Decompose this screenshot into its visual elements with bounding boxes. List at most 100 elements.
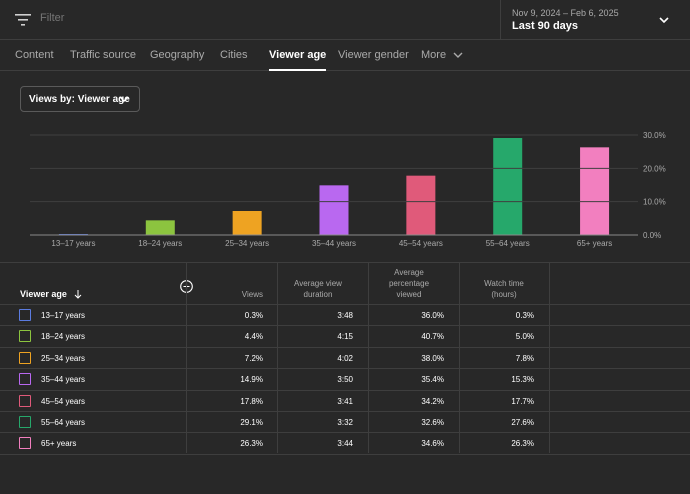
cell-average-percentage-viewed: 34.2%: [421, 396, 444, 406]
chart-bar: [493, 138, 523, 235]
series-checkbox[interactable]: [19, 330, 31, 343]
column-header-average-view-duration[interactable]: Average view duration: [283, 278, 353, 300]
table-row: 25–34 years 7.2% 4:02 38.0% 7.8%: [0, 348, 690, 370]
cell-watch-time: 26.3%: [511, 439, 534, 449]
column-divider: [459, 262, 460, 453]
cell-watch-time: 5.0%: [515, 332, 534, 342]
column-header-viewer-age-label: Viewer age: [20, 289, 67, 299]
y-tick-label: 30.0%: [643, 131, 666, 140]
tab-more[interactable]: More: [421, 40, 463, 71]
chart-bar: [145, 220, 175, 235]
tab-content[interactable]: Content: [15, 49, 54, 61]
column-header-views-label: Views: [241, 290, 263, 299]
cell-viewer-age: 35–44 years: [41, 375, 86, 385]
tab-bar: Content Traffic source Geography Cities …: [0, 40, 690, 71]
y-tick-label: 10.0%: [643, 198, 666, 207]
cell-average-percentage-viewed: 40.7%: [421, 332, 444, 342]
x-tick-label: 18–24 years: [138, 239, 182, 248]
column-header-viewer-age[interactable]: Viewer age: [20, 289, 82, 300]
cell-watch-time: 17.7%: [511, 396, 534, 406]
cell-views: 17.8%: [240, 396, 263, 406]
chevron-down-icon: [119, 96, 129, 102]
cell-watch-time: 15.3%: [511, 375, 534, 385]
cell-views: 4.4%: [244, 332, 263, 342]
views-by-label: Views by: Viewer age: [29, 94, 130, 105]
header-line: duration: [303, 290, 333, 299]
cell-watch-time: 0.3%: [515, 311, 534, 320]
chevron-down-icon: [659, 17, 669, 24]
cell-views: 14.9%: [240, 375, 263, 385]
cell-average-view-duration: 3:32: [337, 417, 353, 427]
table-row: 45–54 years 17.8% 3:41 34.2% 17.7%: [0, 391, 690, 412]
x-tick-label: 55–64 years: [486, 239, 530, 248]
column-divider: [186, 262, 187, 453]
table-row: 35–44 years 14.9% 3:50 35.4% 15.3%: [0, 369, 690, 391]
cell-average-percentage-viewed: 36.0%: [421, 311, 444, 320]
x-tick-label: 13–17 years: [51, 239, 95, 248]
tab-cities[interactable]: Cities: [220, 49, 248, 61]
chart-bar: [580, 147, 610, 235]
series-checkbox[interactable]: [19, 415, 31, 428]
cell-average-view-duration: 3:50: [337, 375, 353, 385]
x-tick-label: 65+ years: [577, 239, 612, 248]
cell-average-percentage-viewed: 38.0%: [421, 353, 444, 363]
tab-geography[interactable]: Geography: [150, 49, 205, 61]
table-row: 55–64 years 29.1% 3:32 32.6% 27.6%: [0, 412, 690, 434]
column-divider: [368, 262, 369, 453]
cell-average-view-duration: 3:48: [337, 311, 353, 320]
column-divider: [277, 262, 278, 453]
table-header: Viewer age Views Average view duration A…: [0, 262, 690, 305]
cell-average-view-duration: 3:44: [337, 439, 353, 449]
filter-input[interactable]: [40, 12, 440, 24]
header-line: Watch time: [484, 279, 524, 288]
tab-more-label: More: [421, 49, 447, 61]
table-row: 18–24 years 4.4% 4:15 40.7% 5.0%: [0, 326, 690, 348]
chevron-down-icon: [453, 52, 463, 59]
tab-traffic-source[interactable]: Traffic source: [70, 49, 137, 61]
cell-viewer-age: 25–34 years: [41, 353, 86, 363]
table-body: 13–17 years 0.3% 3:48 36.0% 0.3% 18–24 years 4…: [0, 305, 690, 455]
tab-viewer-age[interactable]: Viewer age: [269, 40, 327, 71]
cell-viewer-age: 18–24 years: [41, 332, 86, 342]
cell-average-percentage-viewed: 34.6%: [421, 439, 444, 449]
column-header-average-percentage-viewed[interactable]: Average percentage viewed: [374, 267, 444, 300]
table-row: 13–17 years 0.3% 3:48 36.0% 0.3%: [0, 305, 690, 327]
column-header-views[interactable]: Views: [242, 289, 263, 300]
sort-arrow-down-icon: [75, 290, 82, 299]
cell-viewer-age: 45–54 years: [41, 396, 86, 406]
date-range-picker[interactable]: Nov 9, 2024 – Feb 6, 2025 Last 90 days: [500, 0, 690, 40]
chart-bar: [406, 175, 436, 235]
chart-bar: [232, 211, 262, 235]
views-by-dropdown[interactable]: Views by: Viewer age: [20, 86, 140, 112]
date-range-label: Last 90 days: [512, 20, 579, 32]
cell-viewer-age: 13–17 years: [41, 311, 86, 320]
header-line: Average view: [294, 279, 342, 288]
series-checkbox[interactable]: [19, 394, 31, 407]
cell-viewer-age: 55–64 years: [41, 417, 86, 427]
viewer-age-bar-chart: 0.0% 10.0% 20.0% 30.0% 13–17 years 18–24 year…: [30, 131, 666, 248]
column-header-watch-time[interactable]: Watch time (hours): [474, 278, 534, 300]
viewer-age-table: Viewer age Views Average view duration A…: [0, 262, 690, 455]
cell-views: 26.3%: [240, 439, 263, 449]
cell-views: 0.3%: [244, 311, 263, 320]
cell-watch-time: 27.6%: [511, 417, 534, 427]
x-tick-label: 25–34 years: [225, 239, 269, 248]
series-checkbox[interactable]: [19, 351, 31, 364]
y-tick-label: 20.0%: [643, 164, 666, 173]
series-checkbox[interactable]: [19, 373, 31, 386]
cell-watch-time: 7.8%: [515, 353, 534, 363]
y-tick-label: 0.0%: [643, 231, 661, 240]
cell-average-percentage-viewed: 35.4%: [421, 375, 444, 385]
series-checkbox[interactable]: [19, 437, 31, 450]
tab-viewer-gender[interactable]: Viewer gender: [338, 49, 409, 61]
filter-icon[interactable]: [15, 13, 31, 27]
series-checkbox[interactable]: [19, 309, 31, 321]
cell-average-view-duration: 4:02: [337, 353, 353, 363]
top-bar: Nov 9, 2024 – Feb 6, 2025 Last 90 days: [0, 0, 690, 40]
column-divider: [549, 262, 550, 453]
cell-viewer-age: 65+ years: [41, 439, 77, 449]
cell-average-view-duration: 3:41: [337, 396, 353, 406]
header-line: (hours): [491, 290, 517, 299]
chart-bar: [319, 185, 349, 235]
x-tick-label: 45–54 years: [399, 239, 443, 248]
